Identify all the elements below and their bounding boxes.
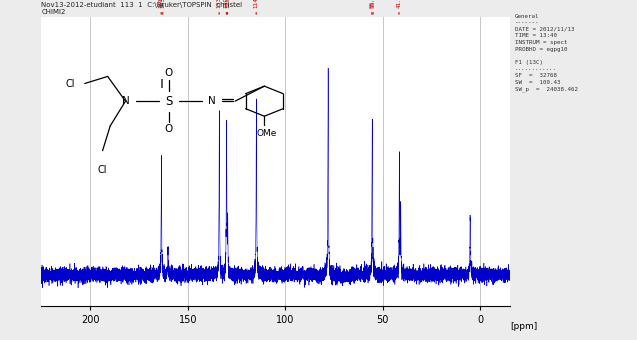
Text: 55.748: 55.748 (369, 0, 375, 8)
Text: O: O (165, 124, 173, 135)
Text: 41.724: 41.724 (396, 0, 401, 8)
Text: Cl: Cl (66, 79, 75, 88)
Text: 129.902: 129.902 (225, 0, 230, 8)
Text: Nov13-2012-etudiant  113  1  C:\Bruker\TOPSPIN  christel: Nov13-2012-etudiant 113 1 C:\Bruker\TOPS… (41, 2, 243, 8)
Text: 163.525: 163.525 (159, 0, 164, 8)
Text: ‖: ‖ (161, 79, 164, 88)
Text: 163.542: 163.542 (161, 0, 165, 8)
Text: 114.862: 114.862 (254, 0, 259, 8)
Text: CHIMI2: CHIMI2 (41, 8, 66, 15)
Text: Cl: Cl (98, 165, 107, 175)
Text: 130.732: 130.732 (224, 0, 229, 8)
Text: S: S (165, 95, 173, 108)
Text: 55.724: 55.724 (371, 0, 376, 8)
Text: General
-------
DATE = 2012/11/13
TIME = 13:40
INSTRUM = spect
PROBHD = egpg10

: General ------- DATE = 2012/11/13 TIME =… (515, 14, 578, 92)
Text: N: N (122, 96, 129, 106)
Text: O: O (165, 68, 173, 78)
Text: N: N (208, 96, 216, 106)
Text: 133.772: 133.772 (217, 0, 222, 8)
Text: OMe: OMe (257, 129, 277, 138)
Text: [ppm]: [ppm] (510, 322, 538, 331)
